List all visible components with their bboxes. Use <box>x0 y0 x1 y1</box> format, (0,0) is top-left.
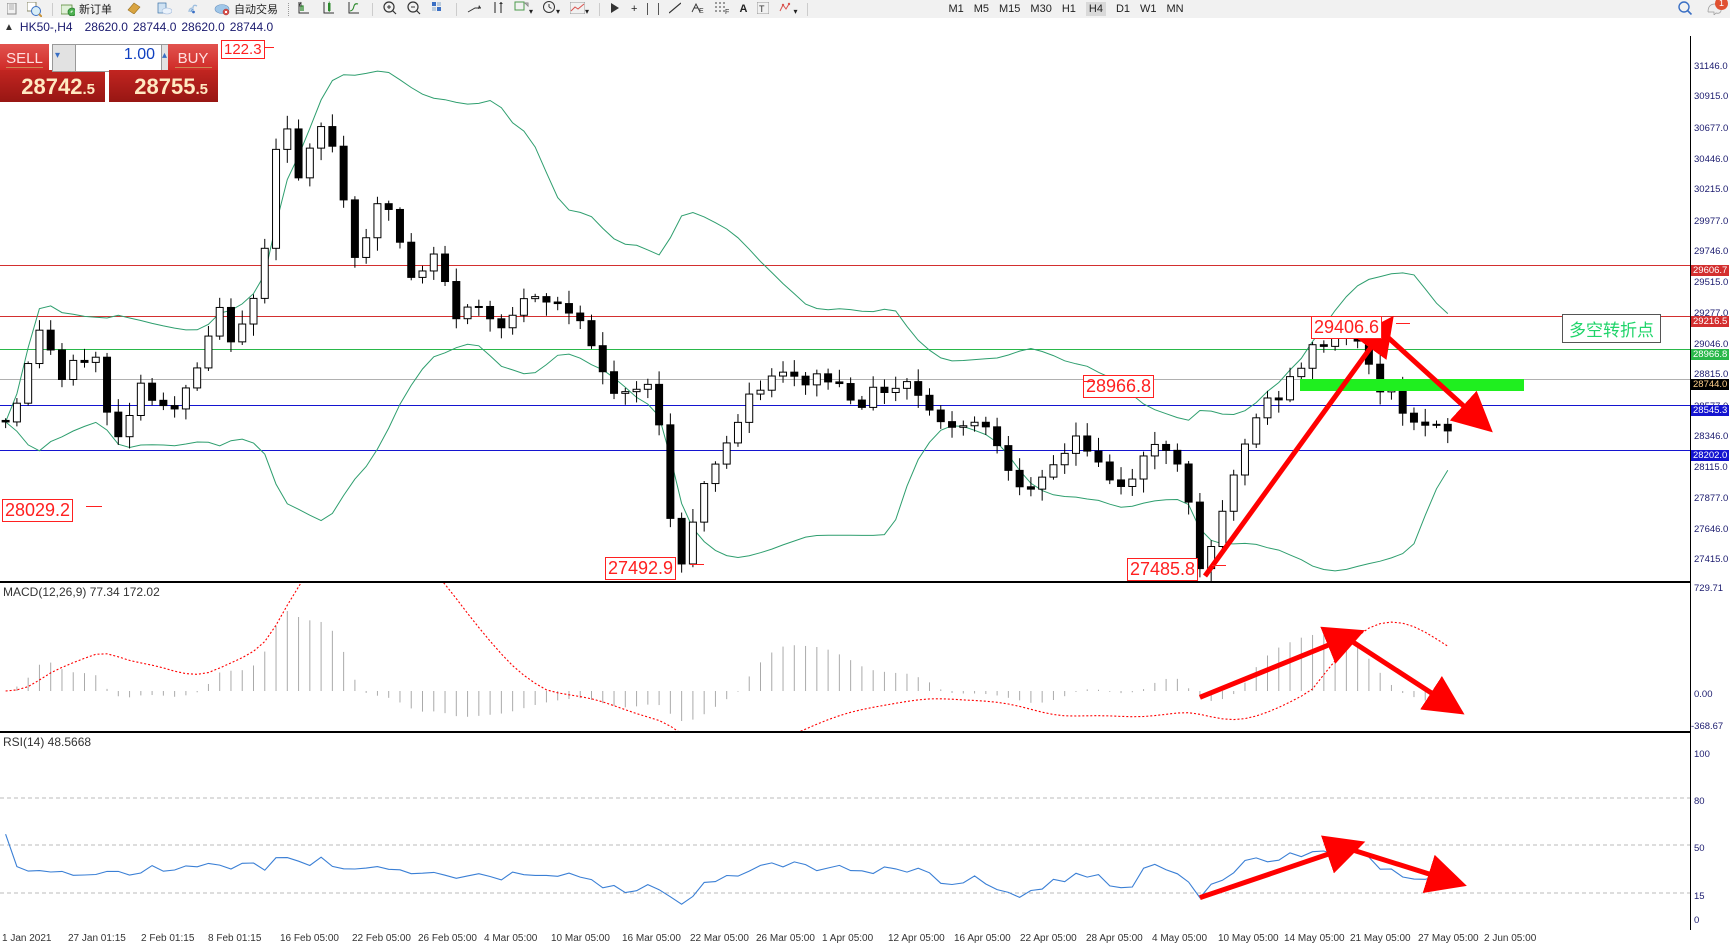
svg-text:T: T <box>759 4 765 14</box>
svg-text:E: E <box>699 8 704 14</box>
svg-text:F: F <box>725 9 729 14</box>
